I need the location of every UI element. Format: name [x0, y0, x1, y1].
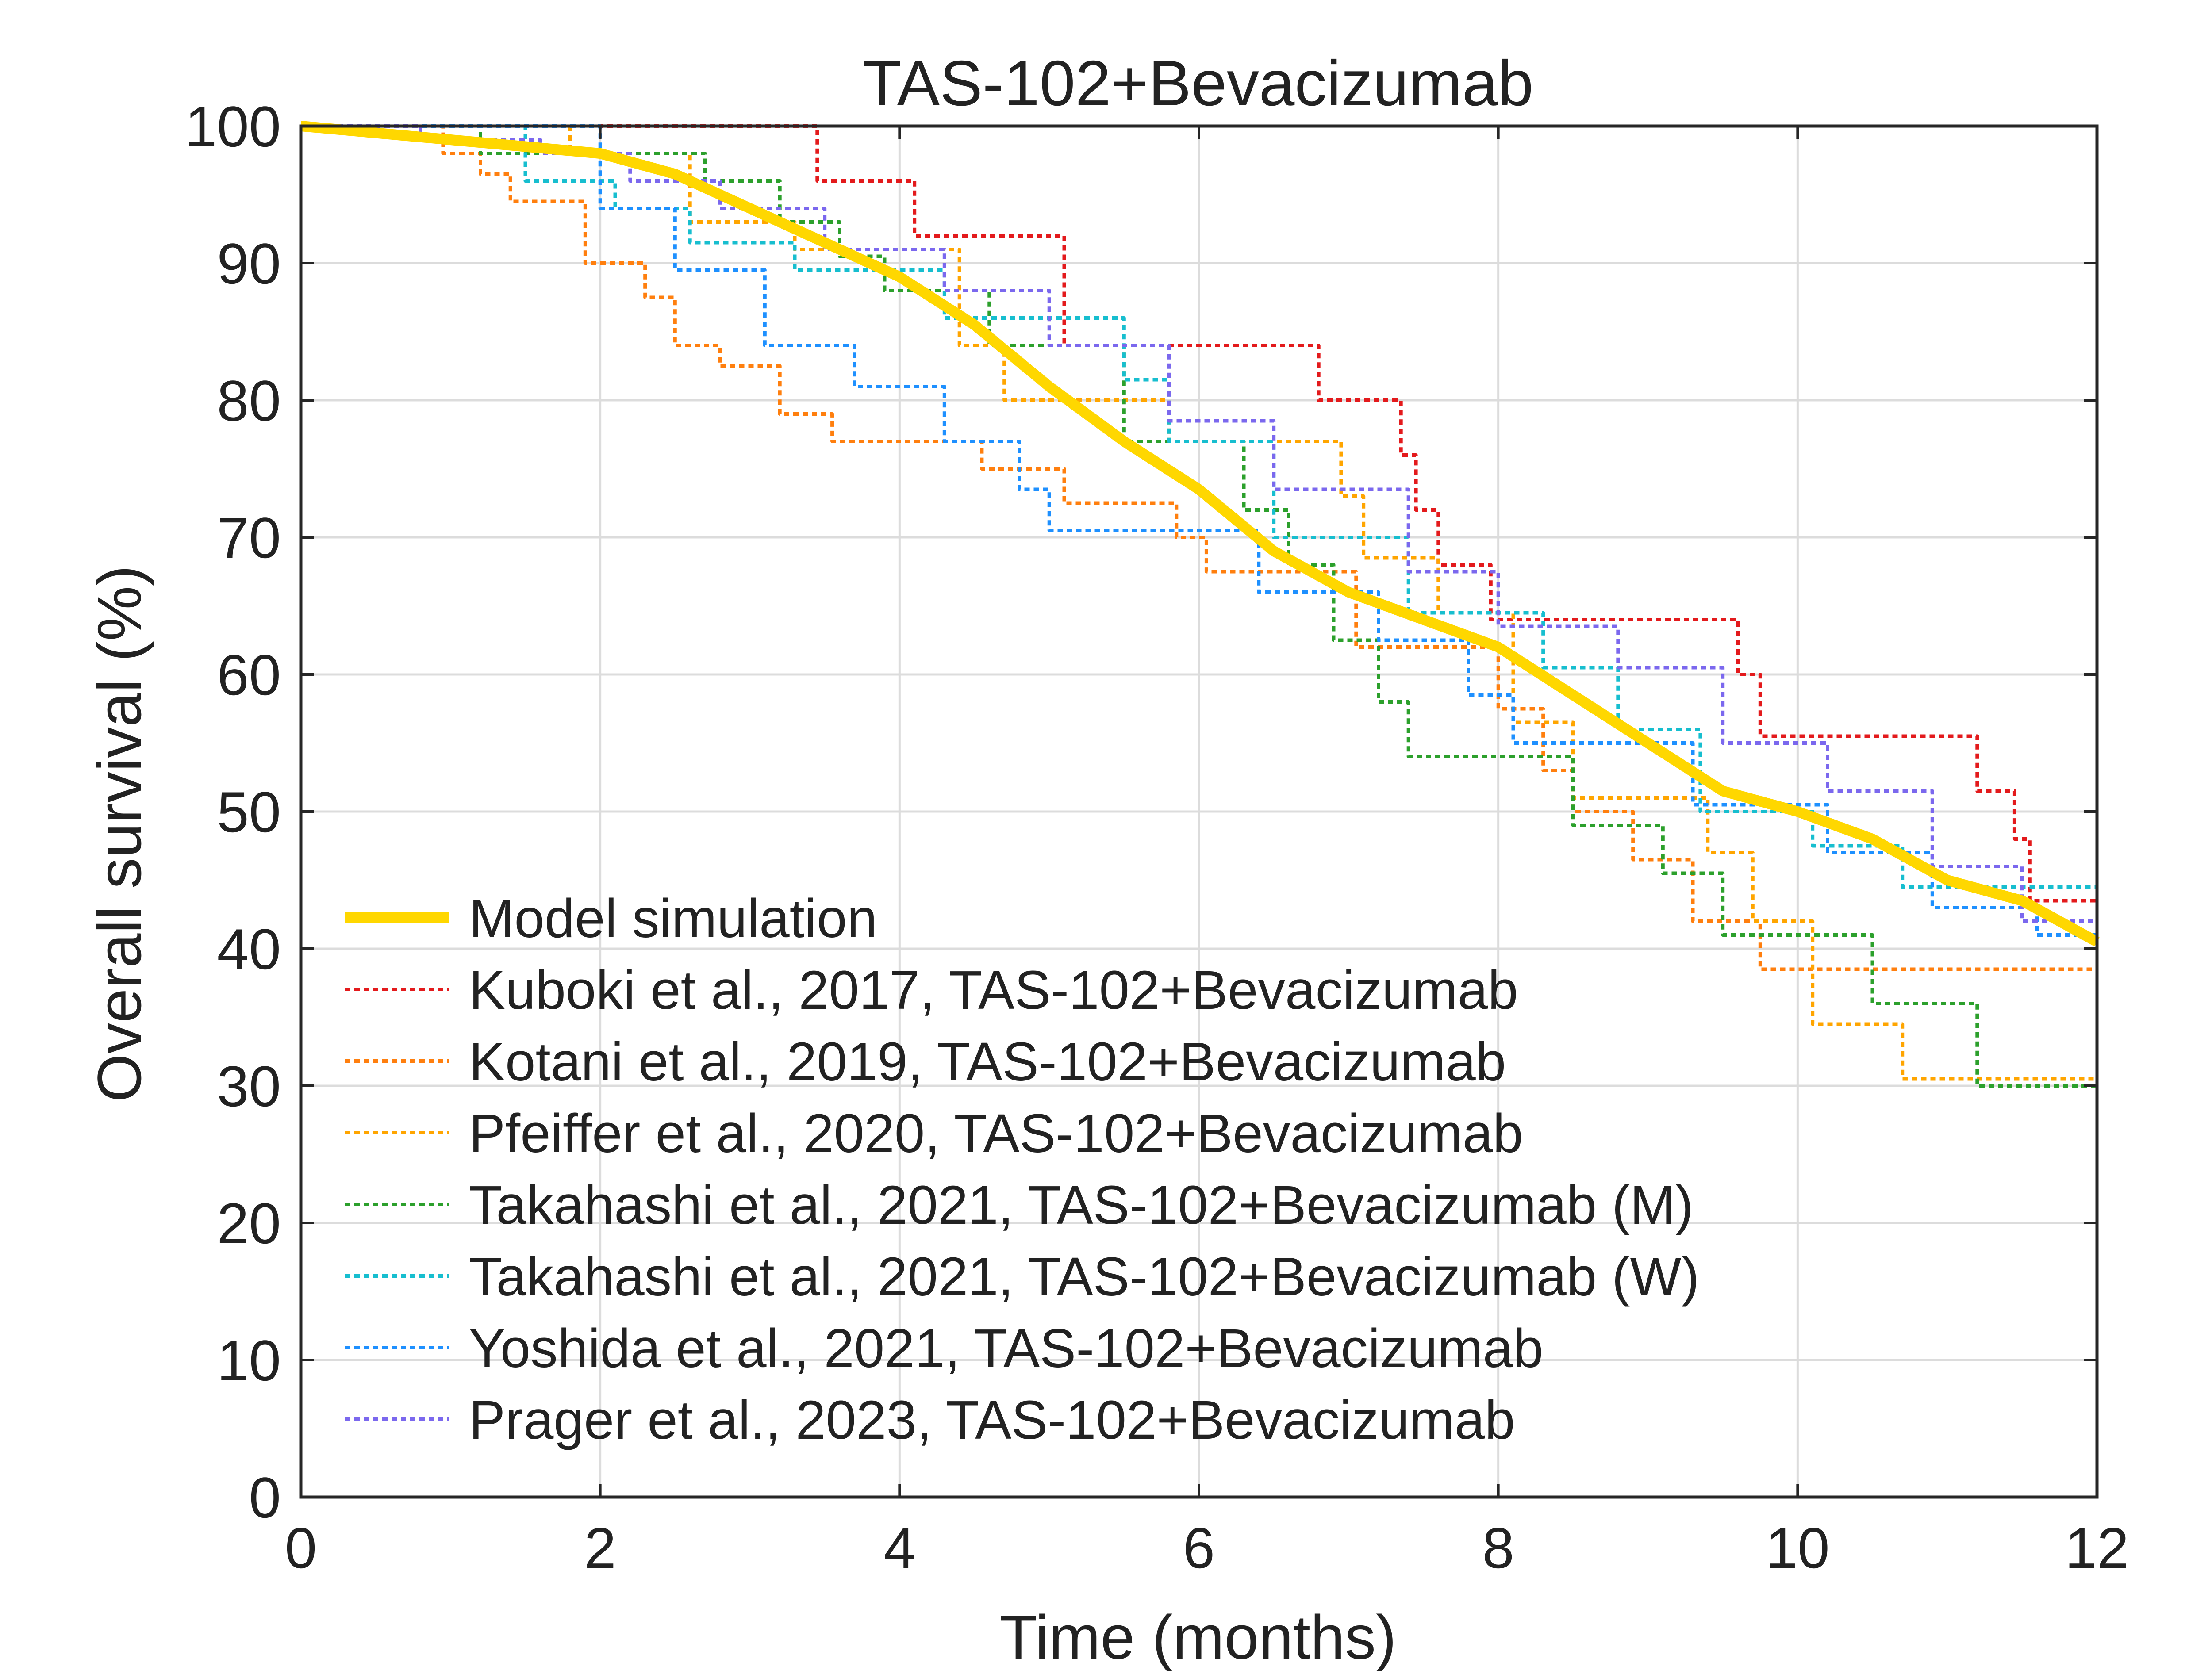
y-tick-label: 0	[249, 1465, 281, 1530]
x-tick-label: 6	[1183, 1516, 1215, 1580]
series-line-kuboki	[301, 124, 2097, 903]
x-tick-label: 2	[584, 1516, 616, 1580]
y-tick-label: 10	[217, 1328, 281, 1393]
series-line-prager	[301, 124, 2097, 923]
y-tick-label: 70	[217, 506, 281, 570]
x-tick-label: 12	[2065, 1516, 2129, 1580]
x-axis-label: Time (months)	[999, 1602, 1396, 1672]
y-tick-label: 100	[185, 94, 281, 159]
y-tick-label: 30	[217, 1054, 281, 1119]
series-line-kotani	[301, 124, 2097, 971]
legend-label: Takahashi et al., 2021, TAS-102+Bevacizu…	[469, 1175, 1694, 1236]
y-tick-label: 60	[217, 643, 281, 707]
y-axis-label: Overall survival (%)	[84, 565, 154, 1102]
x-tick-label: 8	[1482, 1516, 1514, 1580]
series-layer	[300, 121, 2100, 1088]
legend-label: Takahashi et al., 2021, TAS-102+Bevacizu…	[469, 1247, 1699, 1307]
ticks: 0 2 4 6 8 10 12 0 10 20 30 40 50 60 70 80 90 100	[185, 94, 2129, 1580]
series-line-takahashi	[301, 124, 2097, 889]
legend-label: Yoshida et al., 2021, TAS-102+Bevacizuma…	[469, 1318, 1544, 1379]
series-line-takahashi	[301, 124, 2097, 1088]
legend-label: Kuboki et al., 2017, TAS-102+Bevacizumab	[469, 960, 1518, 1021]
legend-label: Pfeiffer et al., 2020, TAS-102+Bevacizum…	[469, 1103, 1523, 1164]
legend-label: Model simulation	[469, 889, 877, 949]
series-line-model	[300, 121, 2100, 947]
y-tick-label: 50	[217, 780, 281, 844]
series-line-pfeiffer	[301, 124, 2097, 1081]
y-tick-label: 90	[217, 231, 281, 296]
x-tick-label: 0	[285, 1516, 317, 1580]
x-tick-label: 10	[1766, 1516, 1830, 1580]
y-tick-label: 80	[217, 368, 281, 433]
y-tick-label: 20	[217, 1191, 281, 1256]
legend: Model simulation Kuboki et al., 2017, TAS…	[345, 889, 1699, 1451]
chart-title: TAS-102+Bevacizumab	[863, 47, 1534, 119]
legend-label: Kotani et al., 2019, TAS-102+Bevacizumab	[469, 1032, 1506, 1092]
legend-label: Prager et al., 2023, TAS-102+Bevacizumab	[469, 1390, 1515, 1451]
y-tick-label: 40	[217, 917, 281, 981]
x-tick-label: 4	[883, 1516, 915, 1580]
